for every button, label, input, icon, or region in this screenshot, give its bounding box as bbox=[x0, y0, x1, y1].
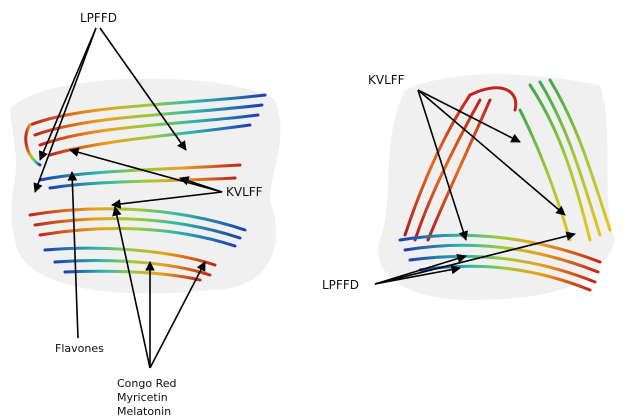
label-lpffd: LPFFD bbox=[80, 11, 117, 25]
label-congo-red: Congo Red bbox=[117, 377, 177, 390]
right-structure bbox=[378, 74, 615, 300]
label-flavones: Flavones bbox=[55, 342, 104, 355]
figure: LPFFD KVLFF Flavones Congo Red Myricetin… bbox=[0, 0, 630, 418]
label-lpffd: LPFFD bbox=[322, 278, 359, 292]
label-kvlff: KVLFF bbox=[226, 185, 263, 199]
label-melatonin: Melatonin bbox=[117, 405, 171, 418]
label-kvlff: KVLFF bbox=[368, 73, 405, 87]
label-myricetin: Myricetin bbox=[117, 391, 168, 404]
